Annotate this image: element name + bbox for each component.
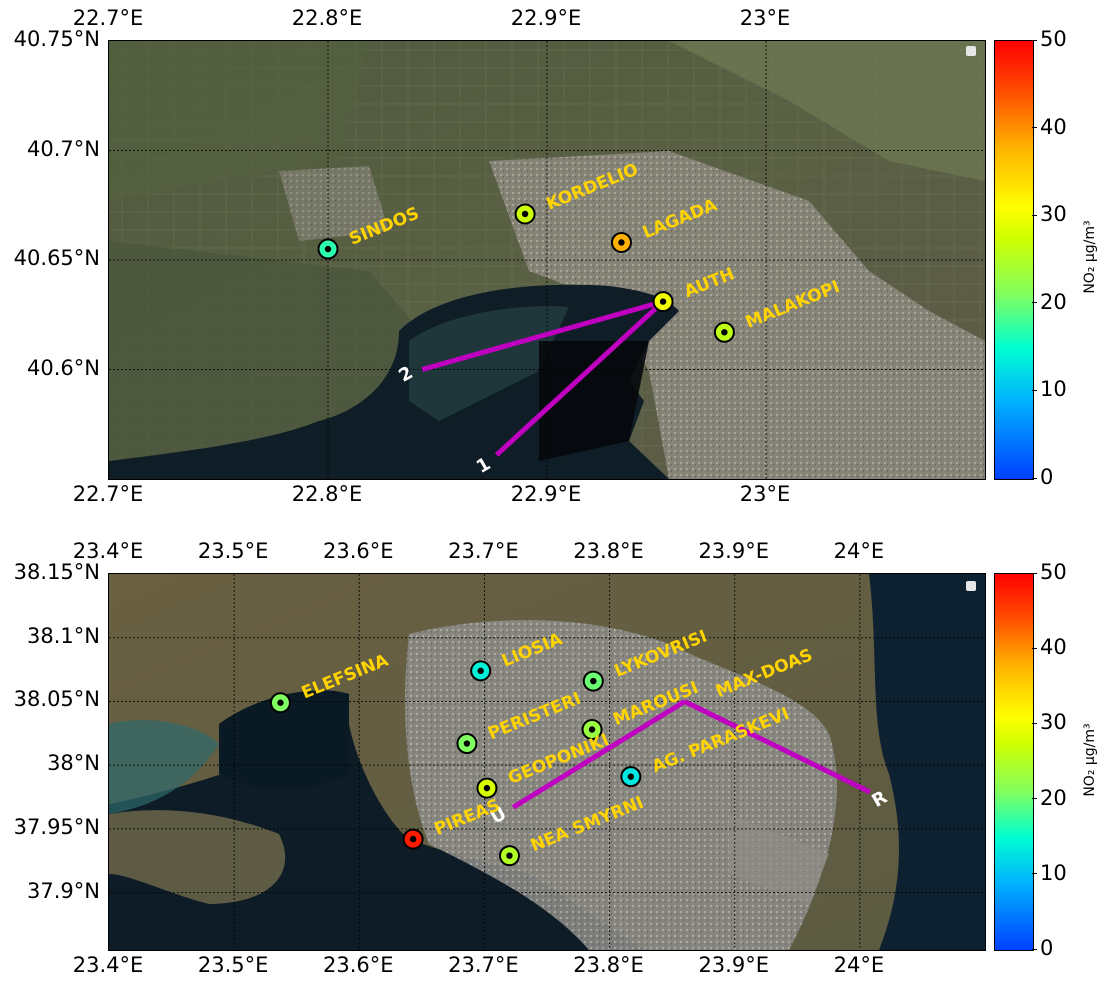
station-marker-center [324, 245, 332, 253]
colorbar-thessaloniki [994, 40, 1034, 480]
y-tick-label: 38.1°N [27, 623, 100, 648]
station-marker-center [659, 298, 667, 305]
x-tick-label-top: 23.7°E [448, 539, 519, 563]
station-marker-center [588, 726, 596, 733]
x-tick-label-top: 23.6°E [323, 539, 394, 563]
station-marker-center [627, 773, 635, 780]
map-area-thessaloniki: 1 2 SINDOS KORDELIO LAGADA AUTH MALAKOPI [108, 40, 986, 480]
x-tick-label-top: 23.4°E [72, 539, 144, 563]
x-tick-label-bottom: 23.6°E [323, 953, 394, 977]
colorbar-tick-mark [1032, 722, 1037, 724]
x-tick-label-top: 22.9°E [510, 6, 582, 30]
y-tick-label: 40.65°N [13, 246, 100, 270]
colorbar-tick-mark [1032, 798, 1037, 800]
colorbar-tick-label: 0 [1040, 936, 1054, 960]
y-tick-label: 37.9°N [27, 878, 100, 903]
measurement-path-2 [421, 299, 664, 372]
colorbar-tick-label: 0 [1040, 465, 1054, 489]
station-marker-center [409, 835, 417, 843]
measurement-path-U [511, 699, 686, 810]
colorbar-tick-label: 30 [1040, 202, 1067, 227]
legend-marker [966, 581, 976, 591]
x-tick-label-top: 23°E [739, 6, 791, 30]
colorbar-tick-label: 50 [1040, 27, 1067, 51]
x-tick-label-top: 22.8°E [291, 6, 363, 30]
map-area-athens: U R MAX-DOAS ELEFSINA LIOSIA LYKOVRISI PERISTE… [108, 573, 986, 951]
x-tick-label-bottom: 24°E [833, 953, 885, 977]
station-marker-center [721, 329, 728, 336]
colorbar-tick-mark [1032, 647, 1037, 649]
station-marker-center [277, 699, 284, 706]
x-tick-label-bottom: 22.7°E [72, 482, 144, 506]
colorbar-tick-label: 30 [1040, 710, 1067, 735]
station-marker-center [506, 852, 513, 859]
x-tick-label-top: 24°E [833, 539, 885, 563]
colorbar-tick-mark [1032, 214, 1037, 216]
colorbar-tick-label: 40 [1040, 114, 1067, 139]
colorbar-tick-mark [1032, 477, 1037, 479]
colorbar-tick-mark [1032, 572, 1037, 574]
colorbar-tick-mark [1032, 39, 1037, 41]
y-tick-label: 38.15°N [13, 560, 100, 584]
station-marker-center [521, 210, 529, 218]
colorbar-athens [994, 573, 1034, 951]
x-tick-label-bottom: 23.7°E [448, 953, 519, 977]
y-tick-label: 40.6°N [27, 355, 100, 380]
station-marker-center [483, 784, 491, 792]
colorbar-tick-mark [1032, 389, 1037, 391]
x-tick-label-top: 23.9°E [698, 539, 769, 563]
x-tick-label-bottom: 23.4°E [72, 953, 144, 977]
station-marker-center [590, 677, 597, 685]
colorbar-tick-mark [1032, 127, 1037, 129]
colorbar-tick-label: 50 [1040, 560, 1067, 584]
x-tick-label-bottom: 23°E [739, 482, 791, 506]
station-marker-center [477, 667, 484, 675]
x-tick-label-bottom: 23.9°E [698, 953, 769, 977]
x-tick-label-top: 23.8°E [573, 539, 644, 563]
colorbar-tick-mark [1032, 873, 1037, 875]
y-tick-label: 38.05°N [13, 687, 100, 712]
station-marker-center [463, 740, 471, 747]
measurement-path-R [683, 699, 871, 795]
colorbar-tick-label: 20 [1040, 785, 1067, 810]
legend-marker [966, 46, 976, 56]
colorbar-tick-mark [1032, 302, 1037, 304]
y-tick-label: 38°N [47, 751, 100, 776]
x-tick-label-top: 22.7°E [72, 6, 144, 30]
y-tick-label: 37.95°N [13, 814, 100, 839]
x-tick-label-bottom: 22.8°E [291, 482, 363, 506]
colorbar-label: NO₂ μg/m³ [1082, 723, 1098, 797]
colorbar-tick-label: 20 [1040, 289, 1067, 314]
station-marker-center [618, 239, 625, 246]
x-tick-label-bottom: 23.5°E [197, 953, 269, 977]
measurement-path-1 [494, 299, 665, 457]
colorbar-tick-label: 40 [1040, 635, 1067, 660]
colorbar-tick-mark [1032, 948, 1037, 950]
map-panel-thessaloniki: 1 2 SINDOS KORDELIO LAGADA AUTH MALAKOPI 0 10 20… [13, 6, 1098, 506]
y-tick-label: 40.7°N [27, 136, 100, 161]
colorbar-tick-label: 10 [1040, 860, 1067, 885]
colorbar-tick-label: 10 [1040, 377, 1067, 402]
x-tick-label-bottom: 23.8°E [573, 953, 644, 977]
x-tick-label-top: 23.5°E [197, 539, 269, 563]
y-tick-label: 40.75°N [13, 27, 100, 51]
x-tick-label-bottom: 22.9°E [510, 482, 582, 506]
